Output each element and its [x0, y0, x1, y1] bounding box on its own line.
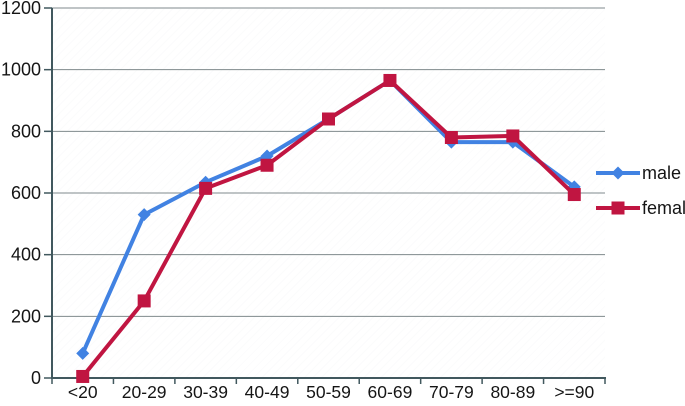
male-point-20-29 [137, 208, 151, 222]
female-point-<20 [76, 369, 90, 383]
x-tick-label-4: 40-49 [245, 382, 290, 402]
female-point-60-69 [383, 73, 397, 87]
x-tick-label-9: >=90 [554, 382, 594, 402]
male-legend-marker [611, 166, 625, 180]
y-tick-label-1000: 1000 [1, 60, 41, 80]
y-tick-label-800: 800 [11, 121, 41, 141]
y-tick-label-600: 600 [11, 183, 41, 203]
female-line-square-icon [596, 201, 640, 215]
x-tick-label-1: <20 [68, 382, 98, 402]
legend-label-male: male [642, 163, 682, 183]
female-point-20-29 [137, 294, 151, 308]
x-tick-label-7: 70-79 [429, 382, 474, 402]
legend: male female [596, 160, 685, 221]
x-tick-label-6: 60-69 [368, 382, 413, 402]
y-tick-label-400: 400 [11, 245, 41, 265]
male-point-<20 [76, 346, 90, 360]
x-tick-label-2: 20-29 [122, 382, 167, 402]
y-tick-label-1200: 1200 [1, 0, 41, 18]
y-tick-label-200: 200 [11, 306, 41, 326]
female-point-80-89 [506, 129, 520, 143]
female-legend-marker [611, 201, 625, 215]
legend-item-male: male [596, 160, 685, 186]
x-tick-label-5: 50-59 [306, 382, 351, 402]
female-point-40-49 [260, 158, 274, 172]
legend-label-female: female [642, 198, 685, 218]
x-tick-label-3: 30-39 [183, 382, 228, 402]
female-point-30-39 [199, 181, 213, 195]
female-point->=90 [567, 188, 581, 202]
female-point-70-79 [444, 131, 458, 144]
y-tick-label-0: 0 [31, 368, 41, 388]
male-line-diamond-icon [596, 166, 640, 180]
x-tick-label-8: 80-89 [490, 382, 535, 402]
legend-item-female: female [596, 195, 685, 221]
female-point-50-59 [322, 112, 335, 126]
